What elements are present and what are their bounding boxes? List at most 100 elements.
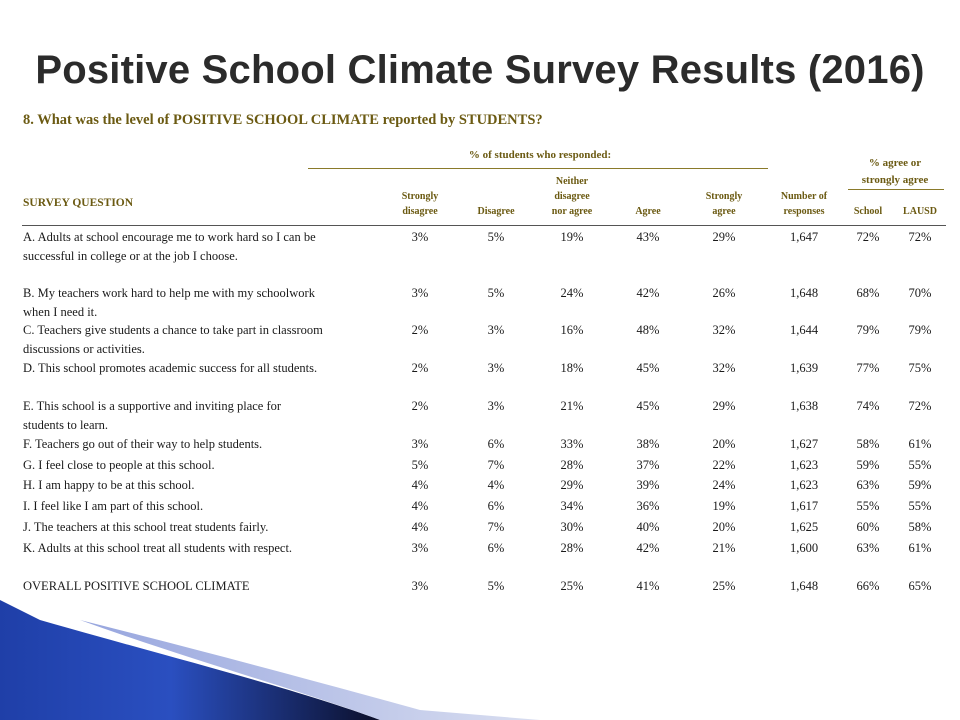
cell-lausd: 55% xyxy=(908,499,932,513)
cell-lausd: 58% xyxy=(908,520,932,534)
cell-n: 24% xyxy=(560,286,584,300)
cell-school: 58% xyxy=(856,437,880,451)
cell-sd: 3% xyxy=(411,437,429,451)
cell-lausd: 72% xyxy=(908,230,932,244)
cell-sa: 25% xyxy=(712,579,736,593)
cell-d: 3% xyxy=(487,361,505,375)
cell-sd: 3% xyxy=(411,286,429,300)
slide-decoration xyxy=(0,600,540,720)
column-header-strongly-agree: Strongly agree xyxy=(684,189,764,219)
cell-d: 6% xyxy=(487,541,505,555)
cell-num: 1,648 xyxy=(789,579,819,593)
cell-sa: 24% xyxy=(712,478,736,492)
cell-sa: 22% xyxy=(712,458,736,472)
cell-a: 48% xyxy=(636,323,660,337)
row-question: J. The teachers at this school treat stu… xyxy=(23,520,269,534)
cell-num: 1,617 xyxy=(789,499,819,513)
row-question: I. I feel like I am part of this school. xyxy=(23,499,204,513)
cell-sd: 3% xyxy=(411,541,429,555)
cell-n: 18% xyxy=(560,361,584,375)
group-header-rule-responded xyxy=(308,168,768,169)
cell-sa: 20% xyxy=(712,520,736,534)
column-header-disagree: Disagree xyxy=(456,204,536,219)
column-header-line: responses xyxy=(783,206,825,217)
cell-sa: 26% xyxy=(712,286,736,300)
cell-n: 33% xyxy=(560,437,584,451)
cell-d: 5% xyxy=(487,286,505,300)
cell-school: 60% xyxy=(856,520,880,534)
cell-a: 45% xyxy=(636,399,660,413)
cell-lausd: 79% xyxy=(908,323,932,337)
cell-sd: 2% xyxy=(411,399,429,413)
question-heading: 8. What was the level of POSITIVE SCHOOL… xyxy=(23,112,543,128)
column-header-line: agree xyxy=(712,206,736,217)
cell-a: 39% xyxy=(636,478,660,492)
cell-n: 30% xyxy=(560,520,584,534)
column-header-line: School xyxy=(853,206,883,217)
cell-num: 1,625 xyxy=(789,520,819,534)
cell-a: 37% xyxy=(636,458,660,472)
cell-a: 45% xyxy=(636,361,660,375)
column-header-line: Strongly xyxy=(705,191,743,202)
group-header-rule-agree xyxy=(848,189,944,190)
cell-num: 1,627 xyxy=(789,437,819,451)
cell-lausd: 55% xyxy=(908,458,932,472)
cell-n: 28% xyxy=(560,541,584,555)
cell-lausd: 72% xyxy=(908,399,932,413)
cell-num: 1,647 xyxy=(789,230,819,244)
cell-d: 6% xyxy=(487,499,505,513)
column-header-line: nor agree xyxy=(551,206,593,217)
row-question: E. This school is a supportive and invit… xyxy=(23,399,282,432)
cell-lausd: 61% xyxy=(908,541,932,555)
cell-d: 5% xyxy=(487,230,505,244)
column-header-lausd: LAUSD xyxy=(880,204,960,219)
group-header-agree-line1: % agree or xyxy=(868,157,922,169)
cell-sd: 4% xyxy=(411,520,429,534)
column-header-line: Strongly xyxy=(401,191,439,202)
row-question: H. I am happy to be at this school. xyxy=(23,478,195,492)
cell-n: 34% xyxy=(560,499,584,513)
cell-d: 5% xyxy=(487,579,505,593)
cell-sa: 29% xyxy=(712,399,736,413)
column-header-strongly-disagree: Strongly disagree xyxy=(380,189,460,219)
column-header-line: disagree xyxy=(402,206,438,217)
cell-n: 28% xyxy=(560,458,584,472)
cell-num: 1,644 xyxy=(789,323,819,337)
cell-n: 25% xyxy=(560,579,584,593)
cell-sa: 19% xyxy=(712,499,736,513)
cell-sd: 3% xyxy=(411,230,429,244)
cell-sd: 2% xyxy=(411,361,429,375)
cell-school: 66% xyxy=(856,579,880,593)
cell-sd: 2% xyxy=(411,323,429,337)
cell-num: 1,623 xyxy=(789,478,819,492)
row-question: D. This school promotes academic success… xyxy=(23,361,318,375)
cell-n: 16% xyxy=(560,323,584,337)
cell-lausd: 61% xyxy=(908,437,932,451)
cell-num: 1,638 xyxy=(789,399,819,413)
cell-school: 63% xyxy=(856,478,880,492)
row-question: OVERALL POSITIVE SCHOOL CLIMATE xyxy=(23,579,250,593)
cell-a: 41% xyxy=(636,579,660,593)
cell-school: 63% xyxy=(856,541,880,555)
cell-num: 1,648 xyxy=(789,286,819,300)
cell-lausd: 59% xyxy=(908,478,932,492)
cell-sa: 21% xyxy=(712,541,736,555)
cell-sd: 3% xyxy=(411,579,429,593)
slide-title: Positive School Climate Survey Results (… xyxy=(35,48,925,92)
cell-d: 6% xyxy=(487,437,505,451)
cell-d: 3% xyxy=(487,399,505,413)
cell-lausd: 70% xyxy=(908,286,932,300)
column-header-line: Neither xyxy=(555,176,589,187)
row-question: C. Teachers give students a chance to ta… xyxy=(23,323,323,356)
cell-num: 1,623 xyxy=(789,458,819,472)
column-header-responses: Number of responses xyxy=(764,189,844,219)
group-header-agree-line2: strongly agree xyxy=(861,174,929,186)
cell-a: 38% xyxy=(636,437,660,451)
cell-sd: 5% xyxy=(411,458,429,472)
cell-d: 7% xyxy=(487,520,505,534)
group-header-responded: % of students who responded: xyxy=(468,149,612,161)
row-question: A. Adults at school encourage me to work… xyxy=(23,230,316,263)
cell-sd: 4% xyxy=(411,478,429,492)
cell-lausd: 65% xyxy=(908,579,932,593)
cell-school: 72% xyxy=(856,230,880,244)
